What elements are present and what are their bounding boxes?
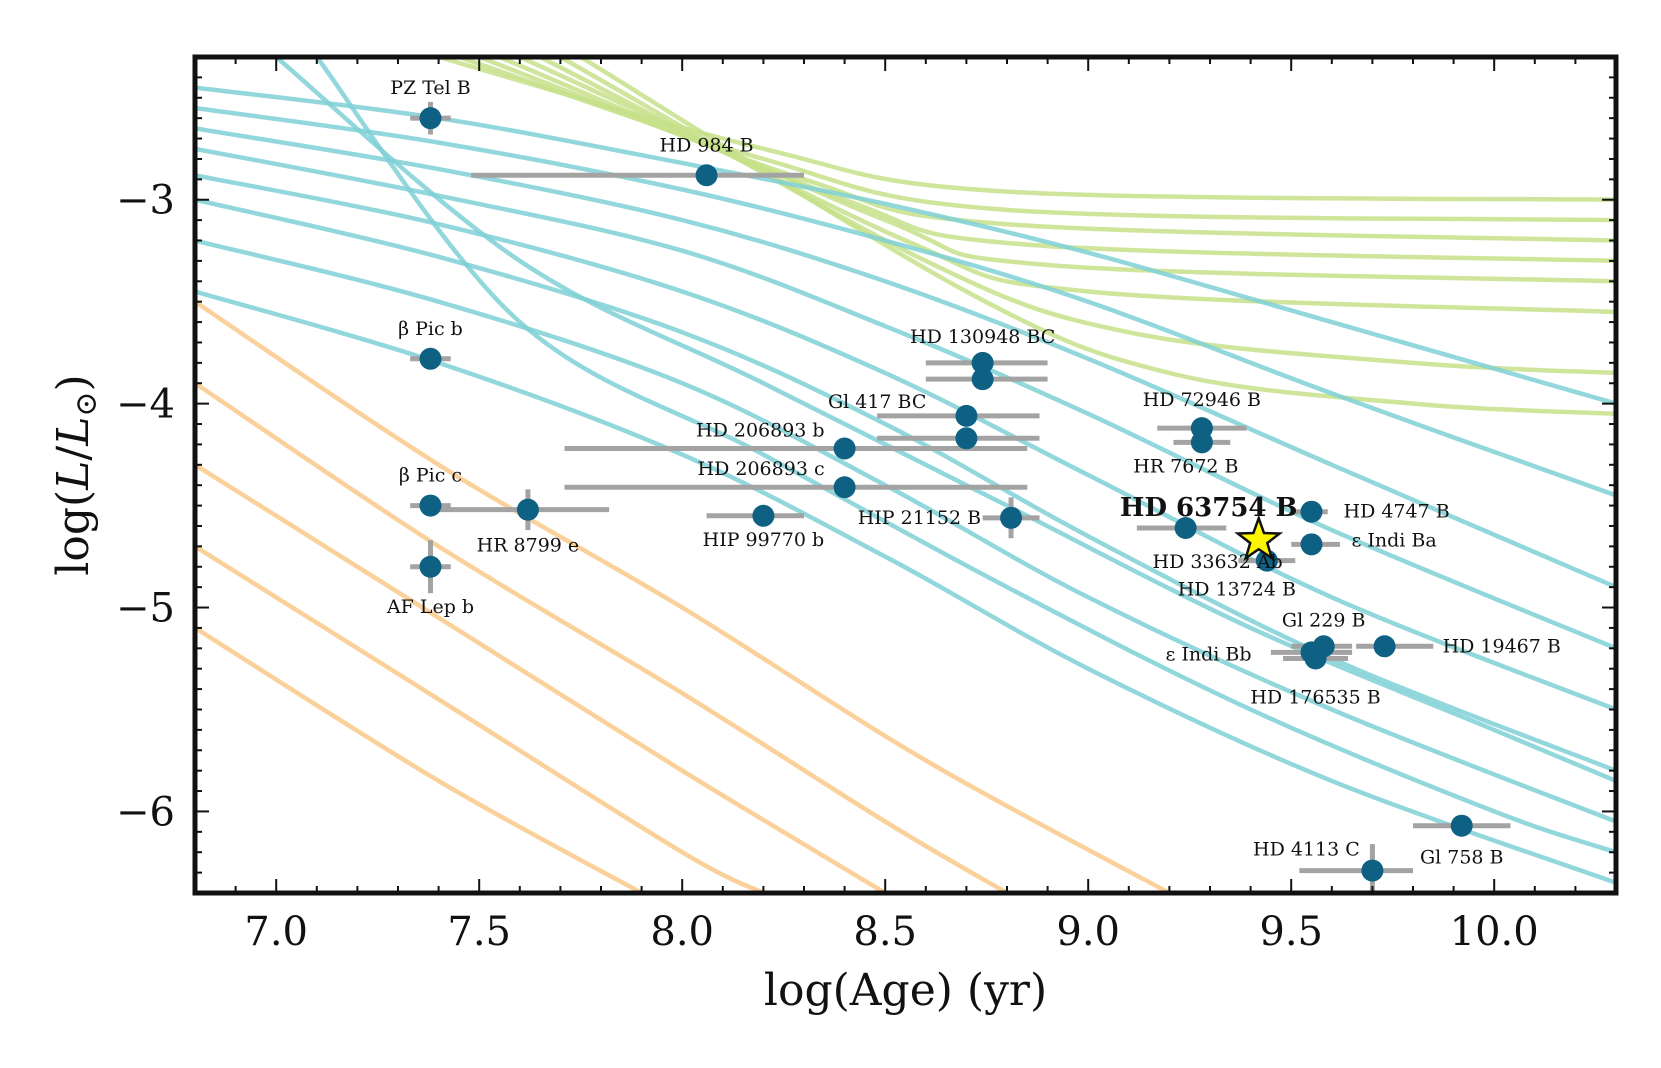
data-point [419, 494, 442, 517]
point-label: β Pic c [399, 465, 462, 487]
point-label: HD 33632 Ab [1153, 551, 1283, 573]
point-label: β Pic b [398, 318, 463, 340]
axis-ticks [194, 56, 1617, 894]
planet-track [195, 381, 1009, 893]
point-label: HD 4747 B [1344, 501, 1450, 523]
y-tick-label: −5 [116, 586, 175, 632]
data-point [695, 164, 718, 187]
data-point [1450, 814, 1473, 837]
data-point [419, 347, 442, 370]
star-track [478, 57, 1616, 243]
data-point [1000, 506, 1023, 529]
point-label: Gl 758 B [1420, 847, 1504, 869]
y-axis-label: log(L/L⊙) [48, 374, 104, 575]
point-label: ε Indi Ba [1352, 529, 1437, 551]
point-label: HD 206893 c [698, 458, 825, 480]
point-label: HD 984 B [660, 134, 754, 156]
star-track [559, 57, 1616, 376]
plot-frame [192, 54, 1619, 896]
point-label: HD 72946 B [1143, 389, 1261, 411]
point-label: HD 63754 B [1120, 493, 1298, 523]
data-point [1300, 533, 1323, 556]
point-label: AF Lep b [386, 596, 474, 618]
data-point [833, 437, 856, 460]
brown-dwarf-track [274, 57, 1616, 783]
data-point [752, 504, 775, 527]
brown-dwarf-track [195, 197, 1616, 773]
point-label: HR 8799 e [477, 535, 580, 557]
evolutionary-tracks [195, 57, 1616, 893]
data-point [419, 107, 442, 130]
data-point [1255, 549, 1278, 572]
y-tick-labels: −3 −4 −5 −6 [116, 178, 175, 836]
data-point [971, 368, 994, 391]
data-point [1190, 431, 1213, 454]
data-point [1304, 647, 1327, 670]
point-label: PZ Tel B [390, 77, 471, 99]
planet-track [195, 544, 765, 893]
highlight-star-marker [1234, 514, 1284, 562]
point-label: ε Indi Bb [1165, 643, 1251, 665]
x-tick-label: 9.5 [1259, 909, 1323, 955]
data-point [1373, 635, 1396, 658]
planet-track [195, 462, 887, 893]
data-point [1300, 500, 1323, 523]
point-label: HR 7672 B [1133, 455, 1238, 477]
point-label: HD 130948 BC [910, 326, 1055, 348]
data-point [1361, 859, 1384, 882]
point-label: HIP 21152 B [858, 507, 981, 529]
x-axis-label: log(Age) (yr) [764, 965, 1047, 1016]
x-tick-label: 8.5 [853, 909, 917, 955]
x-tick-label: 7.5 [447, 909, 511, 955]
star-track [498, 57, 1616, 264]
point-label: HD 13724 B [1178, 579, 1296, 601]
planet-track [195, 625, 643, 893]
y-tick-label: −6 [116, 789, 175, 835]
star-track [539, 57, 1616, 315]
brown-dwarf-track [195, 126, 1616, 590]
x-tick-label: 8.0 [650, 909, 714, 955]
brown-dwarf-track [195, 105, 1616, 498]
data-point [1174, 517, 1197, 540]
point-label: Gl 417 BC [828, 391, 926, 413]
y-tick-label: −3 [116, 178, 175, 224]
x-tick-label: 7.0 [244, 909, 308, 955]
data-point [833, 476, 856, 499]
planet-track [195, 299, 1171, 893]
star-track [458, 57, 1616, 223]
point-label: HD 4113 C [1253, 839, 1360, 861]
data-points [419, 107, 1473, 882]
point-label: HD 19467 B [1443, 635, 1561, 657]
x-tick-label: 9.0 [1056, 909, 1120, 955]
data-point [955, 427, 978, 450]
brown-dwarf-track [315, 57, 1616, 855]
data-point [516, 498, 539, 521]
x-tick-label: 10.0 [1450, 909, 1539, 955]
data-point [971, 351, 994, 374]
data-point [955, 404, 978, 427]
point-label: HIP 99770 b [703, 529, 825, 551]
brown-dwarf-track [195, 146, 1616, 651]
x-tick-labels: 7.0 7.5 8.0 8.5 9.0 9.5 10.0 [244, 909, 1538, 955]
data-point [419, 555, 442, 578]
brown-dwarf-track [195, 173, 1616, 712]
point-label: HD 206893 b [696, 419, 825, 441]
point-labels: PZ Tel B HD 984 B β Pic b β Pic c HR 8799 e A… [386, 77, 1561, 869]
point-label: Gl 229 B [1282, 609, 1366, 631]
point-label: HD 176535 B [1250, 687, 1380, 709]
y-tick-label: −4 [116, 382, 175, 428]
